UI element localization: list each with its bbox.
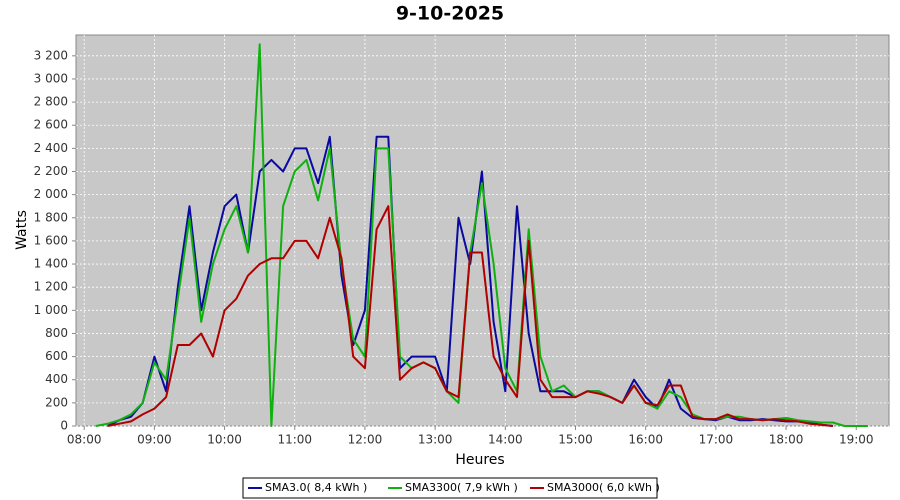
y-tick-label: 2 800 (34, 95, 68, 109)
x-tick-label: 17:00 (699, 433, 734, 447)
y-tick-label: 2 200 (34, 164, 68, 178)
legend-label: SMA3.0( 8,4 kWh ) (265, 481, 367, 494)
x-tick-label: 19:00 (839, 433, 874, 447)
x-tick-label: 13:00 (418, 433, 453, 447)
y-tick-label: 600 (45, 349, 68, 363)
y-tick-label: 3 200 (34, 48, 68, 62)
y-tick-label: 1 200 (34, 280, 68, 294)
y-tick-label: 0 (60, 419, 68, 433)
series-line (95, 43, 868, 427)
x-tick-label: 18:00 (769, 433, 804, 447)
plot-area (75, 34, 890, 427)
y-tick-label: 1 800 (34, 210, 68, 224)
y-tick-label: 1 600 (34, 233, 68, 247)
y-tick-label: 3 000 (34, 71, 68, 85)
x-tick-label: 14:00 (488, 433, 523, 447)
legend-label: SMA3300( 7,9 kWh ) (405, 481, 518, 494)
x-axis-label: Heures (455, 452, 504, 468)
y-tick-label: 1 000 (34, 303, 68, 317)
y-tick-label: 800 (45, 326, 68, 340)
y-tick-label: 2 400 (34, 141, 68, 155)
legend (242, 477, 658, 499)
y-tick-label: 200 (45, 395, 68, 409)
x-tick-label: 08:00 (67, 433, 102, 447)
x-tick-label: 16:00 (628, 433, 663, 447)
chart-title: 9-10-2025 (396, 3, 504, 25)
y-tick-label: 1 400 (34, 257, 68, 271)
x-tick-label: 12:00 (348, 433, 383, 447)
y-tick-label: 400 (45, 372, 68, 386)
x-tick-label: 10:00 (207, 433, 242, 447)
x-tick-label: 11:00 (277, 433, 312, 447)
legend-label: SMA3000( 6,0 kWh ) (547, 481, 660, 494)
x-tick-label: 09:00 (137, 433, 172, 447)
y-tick-label: 2 600 (34, 118, 68, 132)
y-axis-label: Watts (14, 210, 30, 250)
y-tick-label: 2 000 (34, 187, 68, 201)
x-tick-label: 15:00 (558, 433, 593, 447)
series-line (107, 205, 834, 427)
